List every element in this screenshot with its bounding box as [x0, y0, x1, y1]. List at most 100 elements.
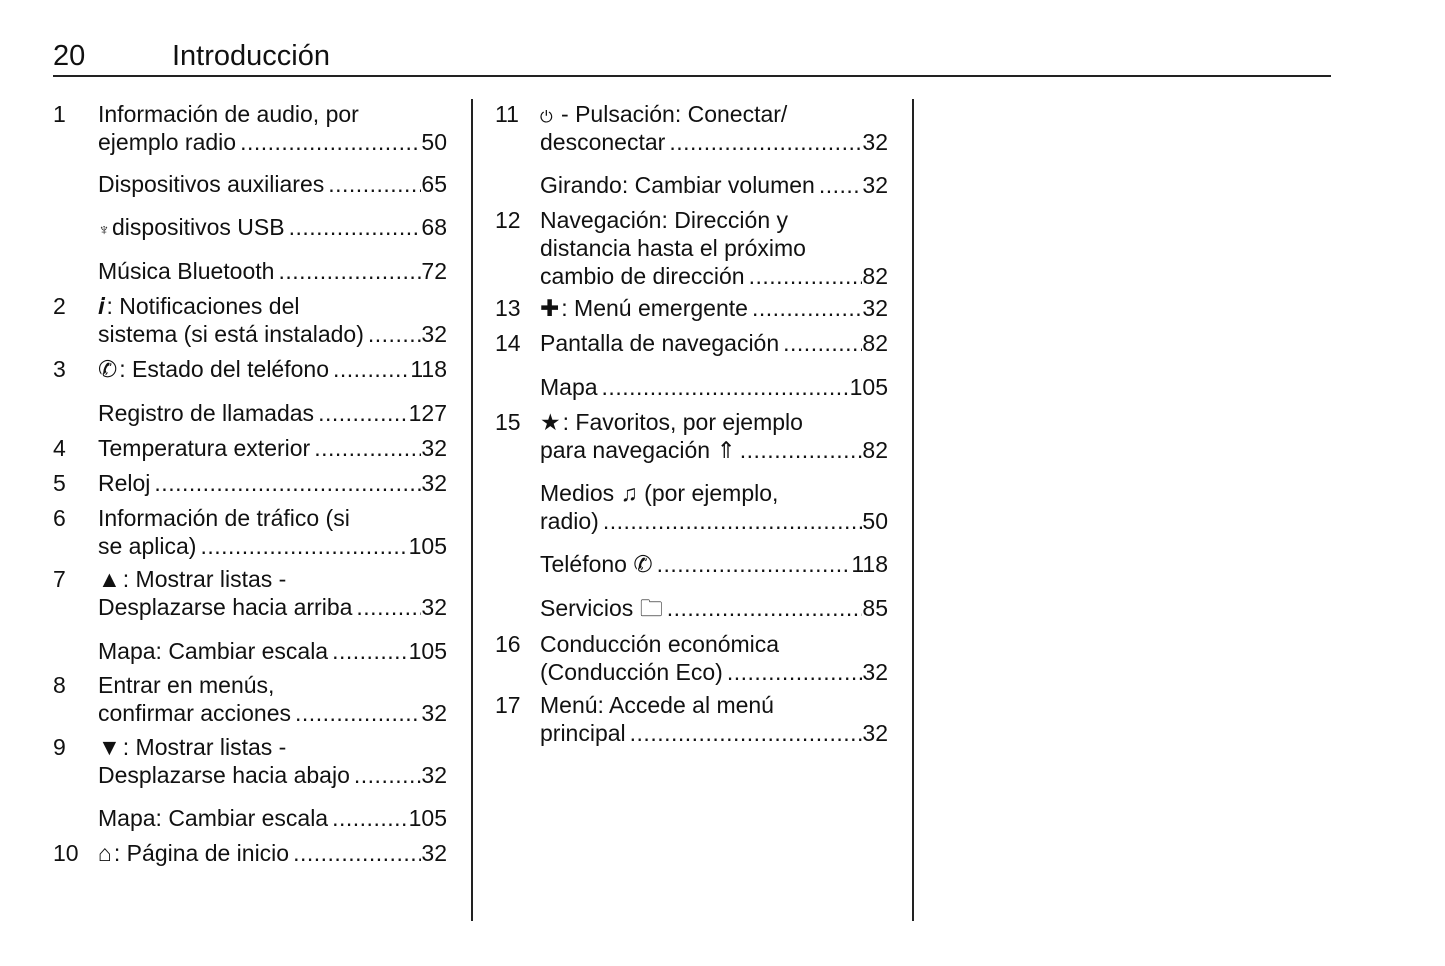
page-reference[interactable]: 32 — [862, 295, 888, 321]
entry-text: Menú: Accede al menú — [540, 692, 774, 718]
entry-line: Mapa: Cambiar escala 105 — [98, 804, 447, 832]
page-reference[interactable]: 68 — [421, 214, 447, 240]
triangle-up-icon: ▲ — [98, 566, 121, 592]
page-reference[interactable]: 50 — [862, 508, 888, 534]
entry-text: Teléfono ✆ — [540, 551, 653, 577]
dot-leader — [352, 593, 421, 621]
page-reference[interactable]: 32 — [862, 659, 888, 685]
entry-line: distancia hasta el próximo — [540, 234, 888, 262]
entry-text: Mapa — [540, 374, 598, 400]
triangle-down-icon: ▼ — [98, 734, 121, 760]
column-divider — [912, 99, 914, 921]
page-reference[interactable]: 118 — [410, 356, 447, 382]
page-reference[interactable]: 105 — [849, 374, 888, 400]
page-reference[interactable]: 32 — [421, 435, 447, 461]
entry-number: 10 — [53, 840, 79, 866]
entry-line: Reloj 32 — [98, 469, 447, 497]
dot-leader — [745, 262, 863, 290]
entry-text: : Favoritos, por ejemplo — [562, 409, 803, 435]
entry-text: Pantalla de navegación — [540, 330, 780, 356]
entry-text: cambio de dirección — [540, 263, 745, 289]
entry-line: Menú: Accede al menú — [540, 691, 888, 719]
entry-line: Desplazarse hacia arriba 32 — [98, 593, 447, 621]
dot-leader — [289, 839, 421, 867]
page-reference[interactable]: 105 — [408, 533, 447, 559]
page-number: 20 — [53, 40, 86, 72]
dot-leader — [736, 436, 863, 464]
info-icon: 𝒊 — [98, 293, 105, 319]
entry-line: Información de tráfico (si — [98, 504, 447, 532]
dot-leader — [364, 320, 422, 348]
page-reference[interactable]: 32 — [862, 172, 888, 198]
dot-leader — [328, 804, 409, 832]
entry-number: 15 — [495, 409, 521, 435]
dot-leader — [150, 469, 421, 497]
entry-line: desconectar 32 — [540, 128, 888, 156]
page-reference[interactable]: 32 — [421, 762, 447, 788]
entry-line: Girando: Cambiar volumen 32 — [540, 171, 888, 199]
entry-line: se aplica) 105 — [98, 532, 447, 560]
entry-number: 17 — [495, 692, 521, 718]
page-reference[interactable]: 32 — [421, 840, 447, 866]
entry-number: 2 — [53, 293, 66, 319]
entry-text: Desplazarse hacia arriba — [98, 594, 353, 620]
entry-line: sistema (si está instalado) 32 — [98, 320, 447, 348]
dot-leader — [779, 329, 862, 357]
entry-line: ✚: Menú emergente 32 — [540, 294, 888, 322]
entry-text: Mapa: Cambiar escala — [98, 805, 329, 831]
page-reference[interactable]: 32 — [862, 720, 888, 746]
entry-text: principal — [540, 720, 626, 746]
entry-text: Conducción económica — [540, 631, 780, 657]
dot-leader — [653, 550, 852, 578]
entry-text: : Mostrar listas - — [122, 734, 287, 760]
entry-text: Información de audio, por — [98, 101, 359, 127]
page-reference[interactable]: 32 — [862, 129, 888, 155]
entry-text: sistema (si está instalado) — [98, 321, 364, 347]
page-reference[interactable]: 118 — [851, 551, 888, 577]
page-reference[interactable]: 32 — [421, 700, 447, 726]
entry-line: Entrar en menús, — [98, 671, 447, 699]
entry-line: Mapa 105 — [540, 373, 888, 401]
page-reference[interactable]: 82 — [862, 263, 888, 289]
dot-leader — [723, 658, 863, 686]
page-reference[interactable]: 65 — [421, 171, 447, 197]
entry-text: Medios ♫ (por ejemplo, — [540, 480, 779, 506]
entry-text: desconectar — [540, 129, 666, 155]
entry-text: confirmar acciones — [98, 700, 292, 726]
entry-number: 5 — [53, 470, 66, 496]
page-reference[interactable]: 72 — [421, 258, 447, 284]
entry-line: (Conducción Eco) 32 — [540, 658, 888, 686]
home-icon: ⌂ — [98, 840, 112, 866]
entry-number: 1 — [53, 101, 66, 127]
dot-leader — [310, 434, 421, 462]
entry-number: 13 — [495, 295, 521, 321]
entry-text: Mapa: Cambiar escala — [98, 638, 329, 664]
entry-line: ★: Favoritos, por ejemplo — [540, 408, 888, 436]
power-icon: ⏻ — [540, 109, 553, 126]
dot-leader — [329, 355, 410, 383]
dot-leader — [291, 699, 421, 727]
entry-text: radio) — [540, 508, 599, 534]
page-reference[interactable]: 85 — [862, 595, 888, 621]
page-reference[interactable]: 127 — [408, 400, 447, 426]
page-reference[interactable]: 32 — [421, 321, 447, 347]
entry-line: 𝒊: Notificaciones del — [98, 292, 447, 320]
dot-leader — [626, 719, 863, 747]
page-reference[interactable]: 32 — [421, 470, 447, 496]
entry-number: 11 — [495, 101, 519, 127]
entry-text: Girando: Cambiar volumen — [540, 172, 815, 198]
page-title: Introducción — [172, 40, 330, 72]
page-reference[interactable]: 82 — [862, 437, 888, 463]
page-reference[interactable]: 32 — [421, 594, 447, 620]
page-reference[interactable]: 105 — [408, 805, 447, 831]
page-reference[interactable]: 50 — [421, 129, 447, 155]
entry-line: ⌂: Página de inicio 32 — [98, 839, 447, 867]
dot-leader — [328, 637, 409, 665]
page-reference[interactable]: 82 — [862, 330, 888, 356]
entry-text: Temperatura exterior — [98, 435, 311, 461]
entry-text: Reloj — [98, 470, 151, 496]
entry-text: : Notificaciones del — [106, 293, 300, 319]
entry-line: Información de audio, por — [98, 100, 447, 128]
page-reference[interactable]: 105 — [408, 638, 447, 664]
dot-leader — [599, 507, 863, 535]
